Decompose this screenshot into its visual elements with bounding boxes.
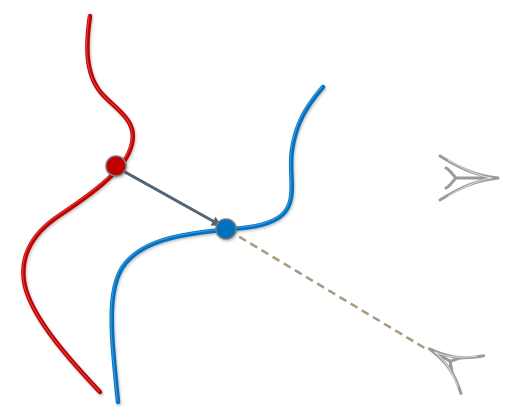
eye-icon: [427, 347, 486, 395]
eye-icon: [438, 154, 500, 202]
blue-curve: [109, 84, 326, 405]
dashed-sight-line: [227, 228, 429, 352]
red-point[interactable]: [105, 155, 127, 177]
red-curve: [21, 13, 136, 395]
connecting-arrow: [115, 165, 222, 227]
blue-point[interactable]: [215, 218, 237, 240]
